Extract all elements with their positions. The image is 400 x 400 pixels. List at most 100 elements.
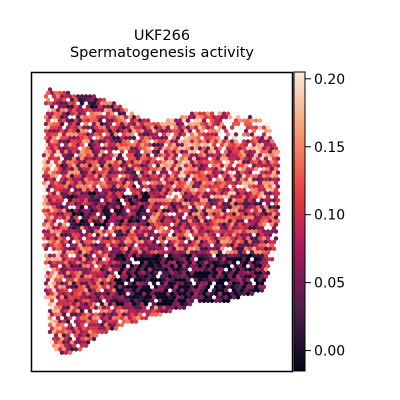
spot-point bbox=[255, 246, 261, 251]
spot-point bbox=[235, 121, 241, 127]
spot-point bbox=[59, 267, 65, 272]
spot-point bbox=[155, 149, 161, 154]
spot-point bbox=[95, 170, 101, 175]
spot-point bbox=[257, 208, 263, 213]
spot-point bbox=[123, 212, 129, 217]
spot-point bbox=[79, 336, 85, 342]
spot-point bbox=[85, 263, 91, 269]
spot-point bbox=[67, 329, 73, 335]
spot-point bbox=[183, 246, 189, 251]
spot-point bbox=[141, 222, 147, 227]
spot-point bbox=[63, 218, 69, 224]
spot-point bbox=[65, 187, 71, 193]
spot-point bbox=[45, 139, 51, 144]
spot-point bbox=[171, 281, 177, 286]
spot-point bbox=[101, 229, 107, 234]
spot-point bbox=[69, 236, 75, 241]
spot-point bbox=[173, 305, 179, 310]
spot-point bbox=[151, 288, 157, 293]
spot-point bbox=[195, 225, 201, 231]
spot-point bbox=[89, 118, 95, 123]
spot-point bbox=[153, 270, 159, 276]
spot-point bbox=[75, 315, 81, 321]
spot-point bbox=[191, 225, 197, 231]
spot-point bbox=[107, 274, 113, 279]
spot-point bbox=[241, 132, 247, 137]
spot-point bbox=[43, 267, 49, 272]
spot-point bbox=[163, 302, 169, 307]
spot-point bbox=[73, 277, 79, 283]
spot-point bbox=[205, 243, 211, 248]
spot-point bbox=[141, 180, 147, 186]
spot-point bbox=[143, 184, 149, 189]
spot-point bbox=[127, 225, 133, 231]
spot-point bbox=[63, 177, 69, 182]
spot-point bbox=[65, 160, 71, 165]
spot-point bbox=[221, 270, 227, 276]
spot-point bbox=[113, 201, 119, 206]
spot-point bbox=[123, 184, 129, 189]
spot-point bbox=[237, 215, 243, 220]
spot-point bbox=[129, 284, 135, 290]
spot-point bbox=[181, 146, 187, 151]
spot-point bbox=[107, 288, 113, 293]
spot-point bbox=[111, 315, 117, 321]
spot-point bbox=[271, 142, 277, 148]
spot-point bbox=[199, 267, 205, 272]
spot-point bbox=[51, 198, 57, 203]
spot-point bbox=[97, 153, 103, 158]
spot-point bbox=[241, 284, 247, 290]
spot-point bbox=[245, 222, 251, 227]
spot-point bbox=[215, 191, 221, 196]
spot-point bbox=[207, 198, 213, 203]
spot-point bbox=[253, 139, 259, 144]
spot-point bbox=[175, 205, 181, 210]
spot-point bbox=[123, 232, 129, 238]
spot-point bbox=[93, 298, 99, 303]
spot-point bbox=[145, 118, 151, 123]
spot-point bbox=[203, 239, 209, 245]
spot-point bbox=[81, 97, 87, 103]
spot-point bbox=[155, 128, 161, 134]
spot-point bbox=[131, 198, 137, 203]
spot-point bbox=[89, 146, 95, 151]
spot-point bbox=[65, 333, 71, 338]
spot-point bbox=[183, 184, 189, 189]
spot-point bbox=[129, 118, 135, 123]
spot-point bbox=[133, 277, 139, 283]
spot-point bbox=[121, 118, 127, 123]
spot-point bbox=[191, 170, 197, 175]
spot-point bbox=[109, 125, 115, 130]
spot-point bbox=[229, 173, 235, 179]
spot-point bbox=[61, 312, 67, 317]
spot-point bbox=[125, 166, 131, 172]
spot-point bbox=[167, 246, 173, 251]
spot-point bbox=[177, 250, 183, 255]
spot-point bbox=[103, 260, 109, 265]
spot-point bbox=[81, 284, 87, 290]
spot-point bbox=[117, 291, 123, 296]
spot-point bbox=[269, 257, 275, 262]
spot-point bbox=[219, 156, 225, 161]
spot-point bbox=[93, 166, 99, 172]
spot-point bbox=[51, 239, 57, 245]
spot-point bbox=[163, 177, 169, 182]
spot-point bbox=[105, 319, 111, 324]
spot-point bbox=[201, 215, 207, 220]
spot-point bbox=[271, 184, 277, 189]
spot-point bbox=[49, 263, 55, 269]
spot-point bbox=[257, 187, 263, 193]
spot-point bbox=[91, 205, 97, 210]
spot-point bbox=[81, 277, 87, 283]
spot-point bbox=[215, 218, 221, 224]
spot-point bbox=[225, 215, 231, 220]
spot-point bbox=[109, 153, 115, 158]
spot-point bbox=[51, 309, 57, 314]
spot-point bbox=[93, 125, 99, 130]
spot-point bbox=[153, 160, 159, 165]
spot-point bbox=[167, 163, 173, 168]
spot-point bbox=[121, 312, 127, 317]
spot-point bbox=[89, 187, 95, 193]
spot-point bbox=[199, 177, 205, 182]
spot-point bbox=[93, 291, 99, 296]
